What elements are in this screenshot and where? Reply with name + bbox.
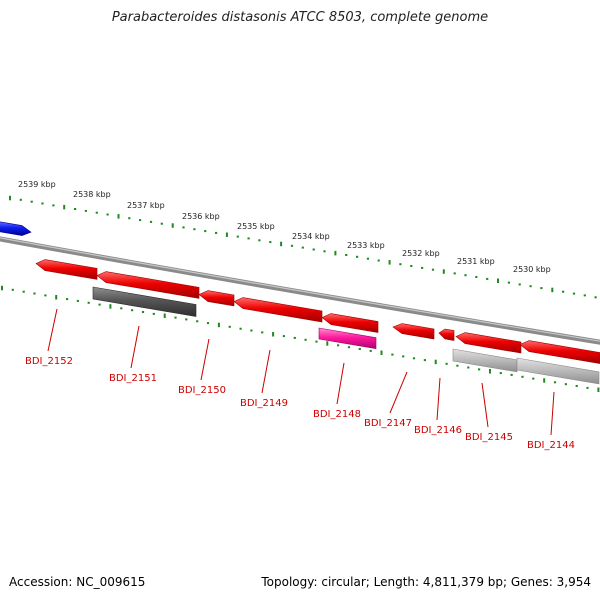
gene-labels: BDI_2152 BDI_2151 BDI_2150 BDI_2149 BDI_2148…: [25, 308, 575, 451]
gene-feature-arrow[interactable]: [438, 328, 455, 341]
gene-feature-arrow[interactable]: [233, 297, 323, 323]
ruler-label: 2539 kbp: [18, 180, 56, 189]
gene-feature-arrow[interactable]: [455, 332, 522, 354]
gene-label[interactable]: BDI_2144: [527, 440, 575, 451]
gene-label[interactable]: BDI_2149: [240, 398, 288, 409]
accession-label: Accession: NC_009615: [9, 575, 146, 589]
map-title: Parabacteroides distasonis ATCC 8503, co…: [111, 10, 489, 25]
gene-feature-arrow[interactable]: [96, 271, 200, 299]
ruler-label: 2530 kbp: [513, 265, 551, 274]
ruler-label: 2531 kbp: [457, 257, 495, 266]
gene-label-leader: [336, 362, 345, 405]
genome-backbone: [0, 236, 600, 345]
gene-feature-arrow[interactable]: [0, 221, 32, 236]
gene-feature-arrow[interactable]: [318, 327, 377, 350]
ruler-upper: [9, 195, 597, 299]
gene-feature-arrow[interactable]: [452, 348, 518, 373]
gene-feature-arrow[interactable]: [92, 286, 197, 317]
ruler-labels: 2539 kbp 2538 kbp 2537 kbp 2536 kbp 2535 kbp…: [18, 180, 551, 274]
gene-label[interactable]: BDI_2145: [465, 432, 513, 443]
ruler-label: 2538 kbp: [73, 190, 111, 199]
gene-feature-arrow[interactable]: [35, 259, 98, 280]
ruler-label: 2533 kbp: [347, 241, 385, 250]
gene-features: [0, 221, 600, 385]
gene-label[interactable]: BDI_2146: [414, 425, 462, 436]
gene-feature-arrow[interactable]: [321, 313, 379, 333]
ruler-label: 2535 kbp: [237, 222, 275, 231]
gene-feature-arrow[interactable]: [516, 357, 600, 385]
gene-label[interactable]: BDI_2147: [364, 418, 412, 429]
ruler-label: 2536 kbp: [182, 212, 220, 221]
gene-label-leader: [200, 338, 210, 381]
gene-label-leader: [261, 349, 271, 394]
gene-label[interactable]: BDI_2152: [25, 356, 73, 367]
gene-label-leader: [130, 325, 140, 369]
ruler-label: 2532 kbp: [402, 249, 440, 258]
ruler-lower: [1, 285, 600, 392]
gene-label-leader: [481, 382, 489, 428]
gene-label[interactable]: BDI_2148: [313, 409, 361, 420]
gene-label[interactable]: BDI_2151: [109, 373, 157, 384]
gene-feature-arrow[interactable]: [198, 290, 235, 307]
gene-label-leader: [389, 371, 408, 414]
gene-feature-arrow[interactable]: [392, 323, 435, 340]
genome-summary: Topology: circular; Length: 4,811,379 bp…: [261, 575, 591, 589]
ruler-label: 2537 kbp: [127, 201, 165, 210]
gene-label-leader: [47, 308, 58, 352]
gene-label[interactable]: BDI_2150: [178, 385, 226, 396]
gene-label-leader: [436, 377, 441, 421]
gene-label-leader: [550, 391, 555, 436]
ruler-label: 2534 kbp: [292, 232, 330, 241]
genome-backbone-highlight: [0, 237, 600, 342]
gene-feature-arrow[interactable]: [519, 340, 600, 364]
